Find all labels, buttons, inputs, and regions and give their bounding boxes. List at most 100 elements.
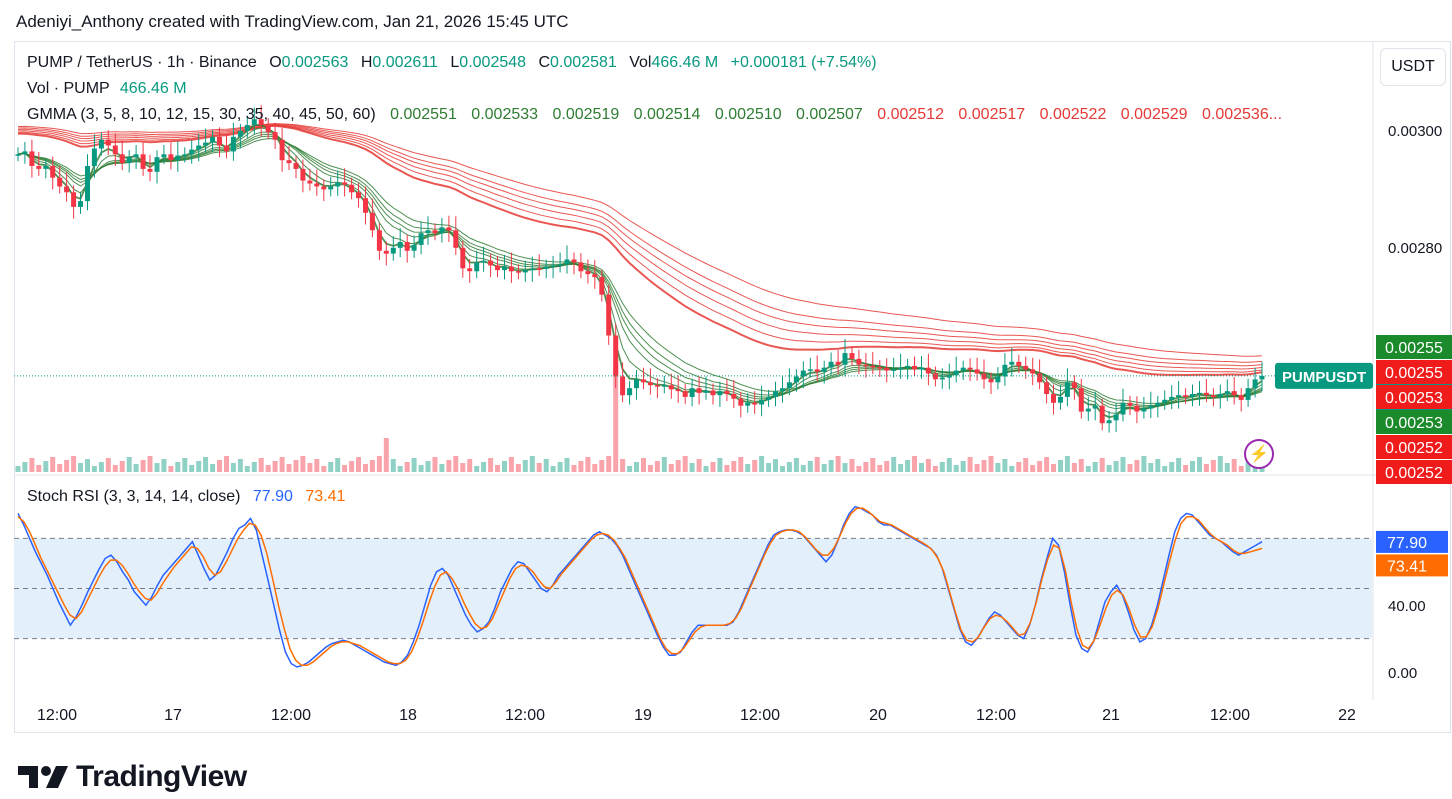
volume-bar bbox=[15, 466, 21, 472]
volume-bar bbox=[1037, 461, 1043, 472]
gmma-price-tag bbox=[1376, 360, 1452, 384]
candle-body bbox=[627, 388, 633, 396]
gmma-short-line bbox=[17, 127, 1263, 414]
candle-body bbox=[43, 166, 49, 169]
volume-bar bbox=[425, 461, 431, 472]
volume-bar bbox=[1183, 465, 1189, 472]
candle-body bbox=[995, 376, 1001, 383]
candle-body bbox=[974, 369, 980, 374]
volume-bar bbox=[675, 460, 681, 472]
candle-body bbox=[411, 244, 417, 251]
candle-body bbox=[265, 125, 271, 133]
candle-body bbox=[363, 198, 368, 213]
candle-body bbox=[599, 277, 605, 295]
volume-bar bbox=[1009, 466, 1015, 472]
candle-body bbox=[870, 365, 876, 368]
volume-bar bbox=[1092, 462, 1098, 472]
candle-body bbox=[1134, 405, 1140, 412]
volume-bar bbox=[446, 460, 452, 472]
volume-bar bbox=[1030, 465, 1036, 472]
open-label: O bbox=[269, 54, 282, 71]
volume-bar bbox=[43, 461, 49, 472]
volume-bar bbox=[168, 466, 174, 472]
volume-bar bbox=[474, 466, 480, 472]
volume-bar bbox=[1085, 466, 1091, 472]
candle-body bbox=[1009, 361, 1015, 365]
candle-body bbox=[953, 370, 959, 376]
symbol-name[interactable]: PUMP / TetherUS · 1h · Binance bbox=[27, 54, 257, 71]
candle-body bbox=[1259, 375, 1265, 380]
volume-bar bbox=[766, 463, 772, 472]
volume-bar bbox=[78, 463, 83, 472]
volume-bar bbox=[1197, 457, 1202, 472]
candle-body bbox=[689, 388, 695, 397]
candle-body bbox=[307, 180, 313, 184]
candle-body bbox=[1155, 402, 1161, 406]
candle-body bbox=[126, 157, 132, 163]
candle-body bbox=[1162, 399, 1168, 403]
volume-bar bbox=[967, 457, 973, 472]
candle-body bbox=[717, 391, 723, 396]
volume-bar bbox=[22, 462, 28, 472]
candle-body bbox=[932, 373, 938, 380]
candle-body bbox=[1064, 382, 1070, 397]
candle-body bbox=[578, 262, 584, 272]
volume-bar bbox=[112, 465, 118, 472]
candle-body bbox=[696, 388, 702, 393]
stoch-k-tag-text: 77.90 bbox=[1387, 535, 1427, 552]
volume-bar bbox=[585, 457, 591, 472]
stoch-k-line bbox=[17, 505, 1263, 668]
volume-bar bbox=[1078, 459, 1084, 472]
symbol-price-tag: PUMPUSDT bbox=[1275, 362, 1373, 389]
stoch-d-tag bbox=[1376, 554, 1448, 577]
gmma-long-line bbox=[17, 123, 1263, 363]
volume-bar bbox=[759, 456, 765, 472]
candle-body bbox=[536, 268, 542, 270]
candle-body bbox=[939, 377, 945, 380]
gmma-value: 0.002522 bbox=[1039, 106, 1107, 123]
bolt-icon[interactable]: ⚡ bbox=[1244, 439, 1274, 469]
candle-body bbox=[189, 149, 195, 155]
candle-body bbox=[752, 402, 758, 405]
volume-bar bbox=[244, 466, 250, 472]
candle-body bbox=[251, 119, 257, 125]
volume-bar bbox=[807, 461, 813, 472]
candle-body bbox=[376, 230, 382, 251]
candle-body bbox=[258, 119, 264, 125]
candle-body bbox=[738, 398, 744, 406]
volume-bar bbox=[1231, 459, 1237, 472]
candle-body bbox=[404, 242, 410, 251]
volume-bar bbox=[363, 464, 368, 472]
volume-bar bbox=[821, 464, 827, 472]
volume-bar bbox=[1245, 462, 1251, 472]
volume-bar bbox=[1210, 460, 1216, 472]
stoch-label[interactable]: Stoch RSI (3, 3, 14, 14, close) bbox=[27, 488, 241, 505]
gmma-label[interactable]: GMMA (3, 5, 8, 10, 12, 15, 30, 35, 40, 4… bbox=[27, 106, 376, 123]
candle-body bbox=[147, 168, 153, 172]
time-tick-label: 21 bbox=[1102, 707, 1120, 724]
candle-body bbox=[140, 154, 146, 169]
candle-body bbox=[15, 154, 21, 156]
volume-bar bbox=[682, 456, 688, 472]
volume-bar bbox=[919, 463, 924, 472]
volume-indicator-label[interactable]: Vol · PUMP bbox=[27, 80, 110, 97]
volume-bar bbox=[703, 466, 709, 472]
candle-body bbox=[1106, 420, 1112, 424]
stoch-d-tag-text: 73.41 bbox=[1387, 558, 1427, 575]
volume-bar bbox=[974, 464, 980, 472]
candle-body bbox=[342, 182, 348, 185]
candle-body bbox=[369, 212, 375, 231]
candle-body bbox=[1169, 396, 1175, 400]
candle-body bbox=[731, 394, 737, 399]
candle-body bbox=[98, 139, 104, 149]
candle-body bbox=[1183, 395, 1189, 397]
gmma-short-line bbox=[17, 135, 1263, 407]
volume-bar bbox=[98, 462, 104, 472]
volume-bar bbox=[369, 460, 375, 472]
currency-button[interactable]: USDT bbox=[1380, 48, 1446, 86]
candle-body bbox=[1190, 394, 1195, 397]
candle-body bbox=[1176, 395, 1182, 397]
low-value: 0.002548 bbox=[459, 54, 527, 71]
volume-bar bbox=[995, 463, 1001, 472]
